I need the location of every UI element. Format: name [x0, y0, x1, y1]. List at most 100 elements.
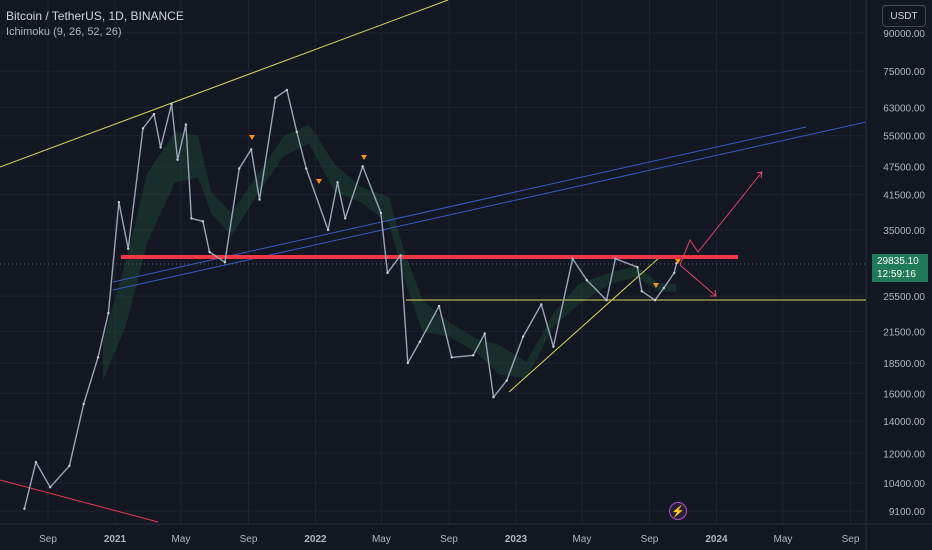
price-point [521, 335, 525, 338]
price-point [326, 228, 330, 232]
price-point [640, 290, 643, 293]
y-tick-label: 63000.00 [883, 103, 925, 114]
price-point [505, 379, 508, 382]
price-point [614, 257, 617, 260]
price-point [653, 299, 657, 302]
x-tick-label: Sep [641, 534, 659, 545]
price-point [176, 158, 179, 161]
price-point [305, 167, 308, 170]
y-tick-label: 35000.00 [883, 226, 925, 237]
x-tick-label: May [171, 534, 190, 545]
price-point [399, 254, 402, 257]
y-tick-label: 16000.00 [883, 389, 925, 400]
lightning-icon[interactable]: ⚡ [669, 502, 687, 520]
last-price-tag: 29835.10 12:59:16 [872, 254, 928, 282]
price-point [673, 271, 676, 275]
trendline-upper [0, 0, 449, 168]
signal-marker [249, 135, 255, 140]
price-point [250, 148, 253, 151]
rising-trendline [508, 256, 661, 393]
price-point [418, 340, 422, 343]
price-point [170, 102, 173, 106]
x-tick-label: May [372, 534, 391, 545]
y-tick-label: 18500.00 [883, 359, 925, 370]
price-point [406, 361, 409, 365]
price-point [49, 486, 52, 489]
price-point [662, 286, 665, 290]
chart-title: Bitcoin / TetherUS, 1D, BINANCE [6, 9, 184, 23]
y-tick-label: 10400.00 [883, 479, 925, 490]
y-tick-label: 25500.00 [883, 292, 925, 303]
price-series-line [23, 89, 678, 509]
price-point [295, 130, 298, 134]
price-point [483, 332, 486, 335]
price-point [585, 279, 589, 282]
x-tick-label: 2022 [304, 534, 327, 545]
price-point [492, 396, 495, 399]
projection-up [679, 171, 763, 266]
price-point [472, 354, 475, 357]
price-point [258, 198, 261, 201]
trendline-lower [0, 479, 159, 523]
projection-down [679, 264, 717, 297]
price-point [159, 146, 162, 149]
price-point [336, 181, 339, 184]
x-tick-label: May [572, 534, 591, 545]
price-point [379, 211, 383, 215]
price-point [208, 250, 211, 254]
price-point [96, 356, 100, 359]
price-point [238, 167, 241, 170]
price-point [34, 461, 38, 464]
price-point [184, 123, 188, 126]
signal-marker [675, 259, 681, 264]
indicator-legend[interactable]: Ichimoku (9, 26, 52, 26) [6, 26, 122, 38]
x-tick-label: 2023 [505, 534, 528, 545]
y-tick-label: 41500.00 [883, 190, 925, 201]
price-point [117, 201, 121, 204]
price-point [552, 345, 555, 348]
price-point [107, 311, 110, 315]
price-point [344, 217, 347, 220]
price-point [152, 112, 156, 116]
price-point [190, 217, 193, 220]
price-point [386, 271, 389, 275]
signal-marker [653, 283, 659, 288]
x-tick-label: 2024 [705, 534, 728, 545]
y-tick-label: 12000.00 [883, 449, 925, 460]
y-tick-label: 9100.00 [889, 507, 926, 518]
price-point [141, 127, 145, 130]
x-tick-label: 2021 [104, 534, 127, 545]
price-point [82, 402, 85, 406]
signal-marker [361, 155, 367, 160]
currency-button[interactable]: USDT [882, 5, 926, 27]
price-point [636, 265, 639, 269]
price-point [361, 165, 364, 168]
price-point [274, 96, 277, 99]
price-point [285, 88, 289, 92]
price-point [201, 220, 205, 223]
price-point [450, 356, 453, 359]
price-point [23, 507, 26, 510]
y-tick-label: 75000.00 [883, 67, 925, 78]
price-point [540, 303, 543, 306]
price-point [675, 262, 678, 265]
channel-line-b [112, 121, 867, 291]
y-tick-label: 47500.00 [883, 162, 925, 173]
resistance-band [121, 255, 738, 259]
signal-marker [316, 179, 322, 184]
y-tick-label: 21500.00 [883, 328, 925, 339]
x-tick-label: May [774, 534, 793, 545]
x-tick-label: Sep [440, 534, 458, 545]
price-point [605, 299, 608, 302]
price-point [68, 464, 71, 467]
price-point [127, 247, 130, 250]
y-tick-label: 90000.00 [883, 29, 925, 40]
x-tick-label: Sep [842, 534, 860, 545]
y-tick-label: 14000.00 [883, 417, 925, 428]
price-point [571, 257, 574, 260]
last-price-value: 29835.10 [877, 256, 919, 267]
x-tick-label: Sep [39, 534, 57, 545]
projection-down-arrowhead [710, 289, 717, 297]
